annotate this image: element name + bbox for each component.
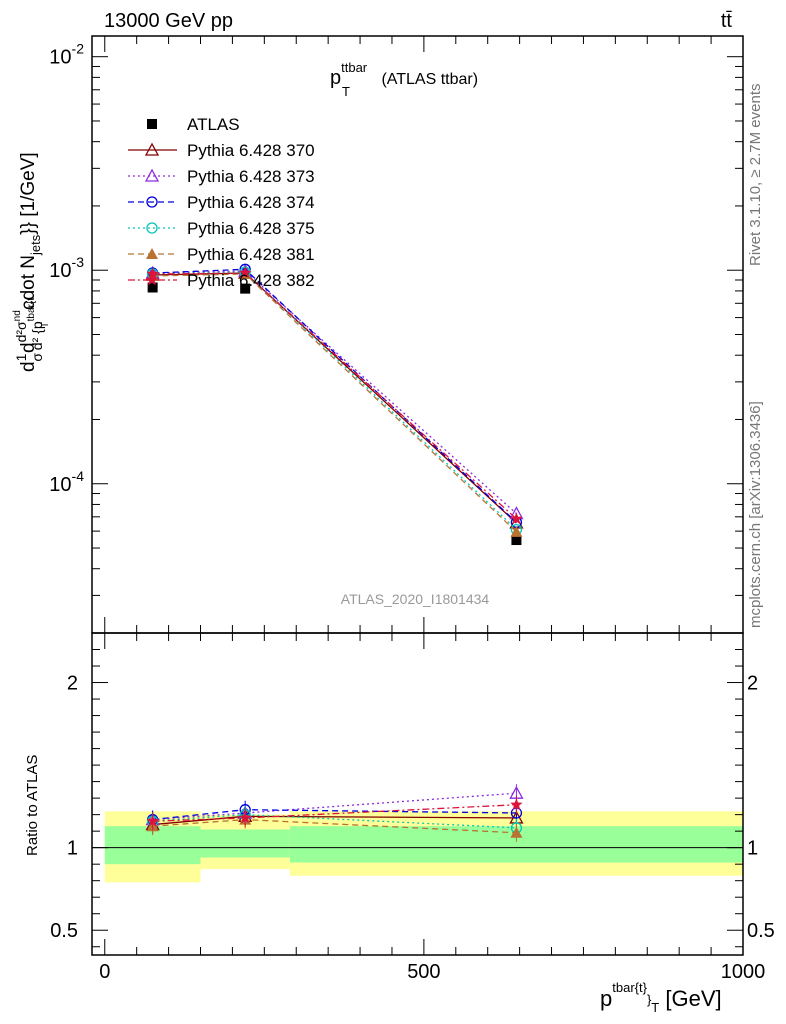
ratio-line-3 — [152, 813, 517, 829]
mc-point — [146, 267, 159, 280]
plot-title: pttbar T (ATLAS ttbar) — [330, 60, 478, 99]
ratio-series-5 — [146, 795, 523, 831]
rivet-label: Rivet 3.1.10, ≥ 2.7M events — [747, 84, 764, 267]
main-y-tick-label: 10-4 — [49, 468, 84, 496]
ratio-y-tick-label: 0.5 — [50, 920, 78, 942]
mc-point — [239, 266, 252, 279]
main-line-1 — [152, 272, 517, 524]
legend: ATLAS Pythia 6.428 370 Pythia 6.428 373 Pyt… — [128, 115, 315, 290]
legend-marker — [147, 119, 157, 129]
mcplots-label: mcplots.cern.ch [arXiv:1306.3436] — [747, 401, 764, 628]
legend-label: Pythia 6.428 381 — [187, 245, 315, 264]
main-series-1 — [145, 265, 524, 529]
main-series-5 — [146, 268, 523, 537]
main-line-3 — [152, 268, 517, 523]
ratio-y-tick-label-right: 2 — [747, 673, 758, 695]
legend-marker — [146, 222, 158, 234]
legend-label: Pythia 6.428 382 — [187, 271, 315, 290]
main-series-4 — [146, 266, 523, 536]
legend-entry-4: Pythia 6.428 375 — [128, 219, 315, 238]
legend-label: ATLAS — [187, 115, 240, 134]
data-point — [240, 283, 251, 294]
ratio-point — [510, 826, 523, 838]
process-label: tt̄ — [721, 10, 733, 32]
axis-ticks: 10-4 10-3 10-2 0.5 0.5 1 1 2 2 0 500 1000 — [49, 36, 775, 983]
plot-title-sub: T — [342, 84, 350, 99]
legend-label: Pythia 6.428 374 — [187, 193, 315, 212]
analysis-label: ATLAS_2020_I1801434 — [341, 591, 490, 607]
ratio-y-tick-label-right: 0.5 — [747, 920, 775, 942]
mc-point — [510, 512, 523, 525]
plot-title-rest: (ATLAS ttbar) — [377, 71, 478, 88]
legend-entry-0: ATLAS — [147, 115, 240, 134]
ratio-y-tick-label: 1 — [67, 838, 78, 860]
x-tick-label: 500 — [407, 961, 440, 983]
main-y-tick-label: 10-2 — [49, 41, 84, 69]
main-series-0 — [147, 282, 522, 546]
plot-title-sup: ttbar — [341, 60, 368, 75]
main-line-6 — [152, 272, 517, 520]
data-point — [147, 282, 158, 293]
energy-label: 13000 GeV pp — [104, 10, 233, 32]
main-series-2 — [145, 263, 524, 520]
legend-marker — [145, 273, 159, 286]
band-inner-1 — [200, 829, 290, 858]
x-tick-label: 1000 — [721, 961, 766, 983]
x-axis-label: ptbar{t}}T [GeV] — [600, 980, 722, 1015]
ratio-series — [145, 784, 524, 842]
legend-marker — [144, 142, 160, 156]
legend-entry-5: Pythia 6.428 381 — [128, 245, 315, 264]
legend-label: Pythia 6.428 370 — [187, 141, 315, 160]
ratio-point — [146, 814, 159, 827]
legend-label: Pythia 6.428 373 — [187, 167, 315, 186]
legend-entry-2: Pythia 6.428 373 — [128, 167, 315, 186]
main-series-3 — [146, 263, 523, 528]
ratio-y-tick-label-right: 1 — [747, 838, 758, 860]
ratio-point — [239, 811, 252, 824]
ratio-y-tick-label: 2 — [67, 673, 78, 695]
plot-title-main: p — [330, 67, 341, 89]
main-y-label: d1σdd²σndd² {ptbar{tTcdot Njets}} [1/GeV… — [12, 152, 51, 372]
ratio-frame — [91, 632, 744, 956]
mc-point — [510, 525, 523, 537]
main-line-4 — [152, 271, 517, 531]
data-point — [511, 535, 522, 546]
x-tick-label: 0 — [99, 961, 110, 983]
legend-marker — [146, 196, 158, 208]
legend-entry-6: Pythia 6.428 382 — [128, 271, 315, 290]
ratio-y-label: Ratio to ATLAS — [24, 755, 41, 856]
legend-marker — [146, 248, 158, 259]
main-y-tick-label: 10-3 — [49, 254, 84, 282]
main-series — [145, 263, 524, 546]
ratio-point — [510, 798, 523, 810]
uncertainty-bands — [92, 811, 743, 883]
legend-entry-1: Pythia 6.428 370 — [128, 141, 315, 160]
legend-marker — [144, 168, 160, 182]
legend-entry-3: Pythia 6.428 374 — [128, 193, 315, 212]
main-series-6 — [146, 266, 523, 525]
legend-label: Pythia 6.428 375 — [187, 219, 315, 238]
ratio-line-1 — [152, 792, 517, 821]
main-line-5 — [152, 273, 517, 533]
